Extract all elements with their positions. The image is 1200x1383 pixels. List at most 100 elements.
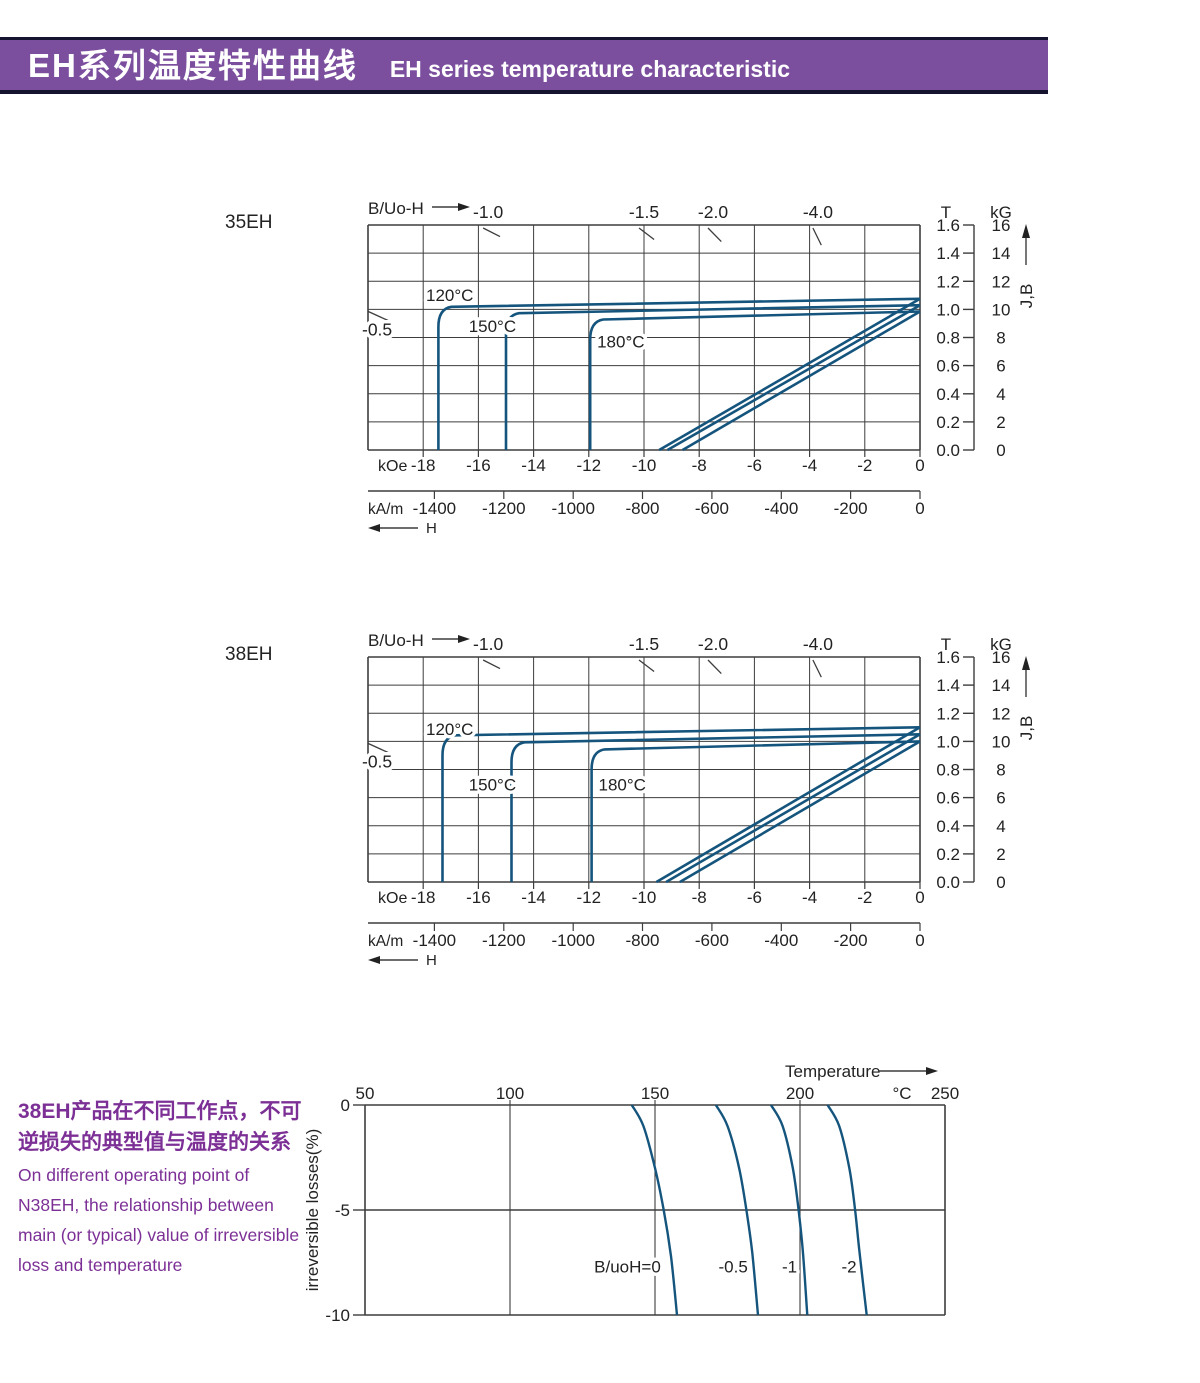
load-line-label: -2.0 (698, 634, 728, 654)
x-unit: °C (892, 1084, 911, 1103)
j-curve-150°C (504, 303, 921, 450)
y-tick-label-T: 1.6 (936, 216, 960, 235)
x-tick-label: -14 (521, 456, 546, 475)
x-tick-label: 50 (356, 1084, 375, 1103)
y-unit-kG: kG (990, 203, 1012, 222)
x-unit-primary: kOe (378, 890, 407, 907)
j-curve-150°C (510, 733, 921, 882)
y-tick-label-T: 1.4 (936, 244, 960, 263)
note-chinese: 38EH产品在不同工作点，不可 逆损失的典型值与温度的关系 (18, 1100, 302, 1154)
load-line-label: -4.0 (803, 634, 833, 654)
loss-curves (630, 1104, 868, 1316)
y-tick-label-kG: 14 (992, 244, 1011, 263)
x-tick-label-secondary: 0 (915, 499, 924, 518)
y-tick-label-kG: 0 (996, 441, 1005, 460)
y-tick-label-T: 1.0 (936, 300, 960, 319)
x-tick-label-secondary: -400 (764, 931, 798, 950)
y-tick-label-kG: 2 (996, 413, 1005, 432)
load-line-tick (367, 310, 391, 322)
y-tick-label-kG: 16 (992, 216, 1011, 235)
y-tick-label-T: 1.2 (936, 704, 960, 723)
x-tick-label: -12 (577, 888, 602, 907)
jb-axis-label: J,B (1017, 716, 1036, 741)
x-tick-label-secondary: -1000 (551, 931, 594, 950)
x-tick-label-secondary: -400 (764, 499, 798, 518)
x-tick-label: 150 (641, 1084, 669, 1103)
chart-title-35eh: 35EH (225, 212, 273, 233)
x-tick-label: 0 (915, 888, 924, 907)
y-tick-label-kG: 8 (996, 761, 1005, 780)
temp-curve-label: 180°C (597, 332, 644, 351)
x-tick-label: 250 (931, 1084, 959, 1103)
y-tick-label-kG: 0 (996, 873, 1005, 892)
x-tick-label: -10 (632, 888, 657, 907)
loss-curve-label: -2 (841, 1258, 856, 1277)
x-tick-label-secondary: 0 (915, 931, 924, 950)
x-tick-label-secondary: -600 (695, 931, 729, 950)
y-tick-label-kG: 10 (992, 300, 1011, 319)
load-line-label: -0.5 (362, 751, 392, 771)
y-tick-label-T: 0.6 (936, 357, 960, 376)
x-tick-label-secondary: -1400 (413, 931, 456, 950)
x-tick-label-secondary: -600 (695, 499, 729, 518)
y-tick-label: -10 (325, 1306, 350, 1325)
loss-curve--1 (769, 1104, 809, 1316)
x-tick-label: 0 (915, 456, 924, 475)
y-tick-label-kG: 12 (992, 704, 1011, 723)
y-tick-label: -5 (335, 1201, 350, 1220)
temp-curve-label: 150°C (469, 776, 516, 795)
h-axis-label: H (426, 952, 437, 969)
load-line-tick (812, 227, 822, 246)
b-curve-180°C (679, 740, 921, 884)
y-tick-label-T: 1.4 (936, 676, 960, 695)
x-tick-label-secondary: -800 (625, 499, 659, 518)
y-tick-label-T: 1.6 (936, 648, 960, 667)
x-unit-secondary: kA/m (368, 501, 403, 518)
y-unit-kG: kG (990, 635, 1012, 654)
b-curve-120°C (655, 726, 921, 884)
y-unit-T: T (941, 635, 951, 654)
y-tick-label-kG: 14 (992, 676, 1011, 695)
loss-curve-label: -0.5 (719, 1258, 748, 1277)
b-curve-120°C (658, 297, 921, 452)
x-tick-label: -6 (747, 456, 762, 475)
load-line-tick (367, 742, 391, 754)
h-axis-arrow-head (368, 956, 380, 964)
load-line-tick (638, 659, 655, 673)
load-line-label: -1.5 (629, 634, 659, 654)
x-tick-label: -4 (802, 456, 817, 475)
b-curve-150°C (665, 733, 921, 884)
x-tick-label: -18 (411, 456, 436, 475)
x-tick-label: -8 (692, 888, 707, 907)
temp-curve-label: 180°C (599, 776, 646, 795)
x-tick-label-secondary: -200 (834, 499, 868, 518)
b-curve-180°C (681, 310, 921, 452)
x-tick-label-secondary: -800 (625, 931, 659, 950)
x-tick-label-secondary: -1400 (413, 499, 456, 518)
demag-chart-35eh: B/Uo-H -1.0 -1.5 -2.0 -4.0 -0.5 120°C 150°C 180°… (359, 199, 1037, 537)
y-tick-label-T: 1.0 (936, 732, 960, 751)
x-tick-label: -10 (632, 456, 657, 475)
load-line-label: -1.5 (629, 202, 659, 222)
temperature-axis-label: Temperature (785, 1062, 880, 1081)
demag-grid (367, 656, 921, 883)
y-tick-label-T: 0.8 (936, 761, 960, 780)
b-curve-150°C (666, 304, 921, 452)
loss-grid (364, 1100, 946, 1316)
y-tick-label-kG: 4 (996, 385, 1005, 404)
plot-header-label: B/Uo-H (368, 631, 424, 650)
y-tick-label-kG: 6 (996, 789, 1005, 808)
plot-header-arrow-head (458, 203, 470, 211)
loss-curve--2 (826, 1104, 868, 1316)
load-line-tick (707, 659, 722, 675)
load-line-tick (707, 227, 722, 243)
loss-chart: Temperature 50 100 150 200 250 °C 0 -5 -10irrever… (303, 1062, 959, 1325)
chart-title-38eh: 38EH (225, 644, 273, 665)
h-axis-arrow-head (368, 524, 380, 532)
x-unit-secondary: kA/m (368, 933, 403, 950)
plot-header-arrow-head (458, 635, 470, 643)
y-tick-label-kG: 12 (992, 272, 1011, 291)
demag-curves (437, 297, 921, 452)
x-tick-label: -8 (692, 456, 707, 475)
